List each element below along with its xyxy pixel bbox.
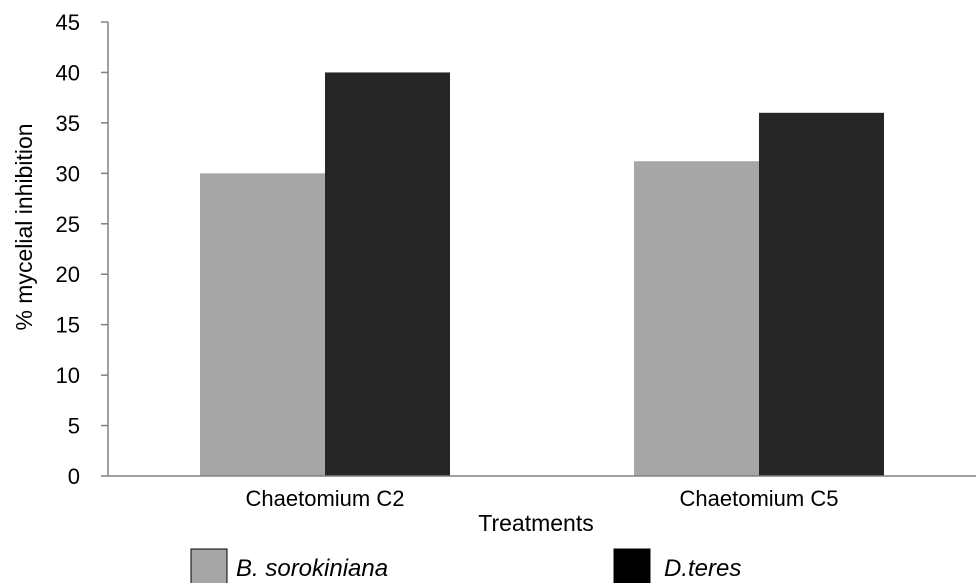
legend-label-d-teres: D.teres	[664, 555, 741, 582]
y-tick-label: 10	[56, 363, 80, 388]
y-tick-label: 15	[56, 313, 80, 338]
bar	[634, 161, 759, 476]
legend-swatch-d-teres	[613, 548, 651, 583]
y-tick-label: 5	[68, 414, 80, 439]
bar	[200, 173, 325, 477]
legend: B. sorokiniana D.teres	[190, 548, 741, 583]
y-axis-title: % mycelial inhibition	[11, 123, 37, 330]
y-tick-label: 45	[56, 10, 80, 35]
y-tick-label: 25	[56, 212, 80, 237]
x-axis-title: Treatments	[478, 510, 593, 536]
x-category-label: Chaetomium C2	[246, 486, 405, 511]
x-category-label: Chaetomium C5	[680, 486, 839, 511]
x-axis-categories: Chaetomium C2 Chaetomium C5	[246, 486, 839, 511]
bar	[759, 112, 884, 477]
y-tick-label: 20	[56, 262, 80, 287]
bar	[325, 72, 450, 476]
y-tick-label: 0	[68, 464, 80, 489]
y-tick-label: 40	[56, 60, 80, 85]
legend-label-b-sorokiniana: B. sorokiniana	[236, 555, 388, 582]
legend-swatch-b-sorokiniana	[190, 548, 228, 583]
bars	[200, 72, 884, 477]
y-tick-label: 35	[56, 111, 80, 136]
y-tick-label: 30	[56, 161, 80, 186]
y-axis-ticks: 0 5 10 15 20 25 30 35 40 45	[56, 10, 108, 489]
